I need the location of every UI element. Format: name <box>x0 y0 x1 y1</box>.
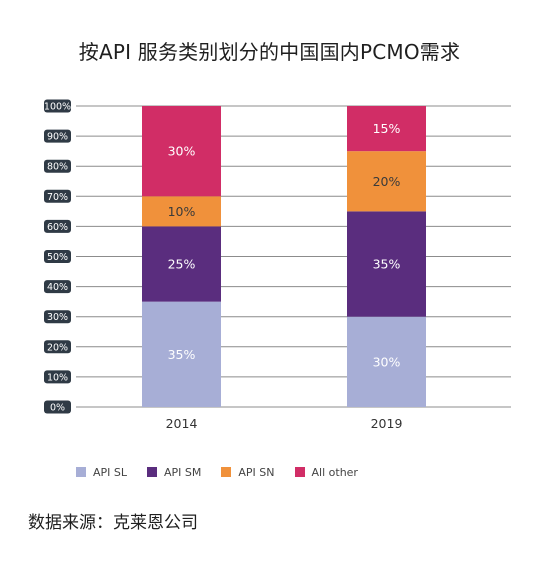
y-tick-label: 10% <box>47 372 68 383</box>
y-tick-label: 100% <box>44 102 71 113</box>
legend-item: API SN <box>221 465 275 479</box>
bar-segment-all-other-2014 <box>142 106 221 197</box>
bar-data-label: 30% <box>373 354 401 369</box>
y-tick-badge <box>44 159 71 173</box>
legend-swatch <box>294 467 305 477</box>
y-tick-label: 30% <box>47 312 68 323</box>
legend-swatch <box>221 467 232 477</box>
y-tick-label: 60% <box>47 222 68 233</box>
legend-label: API SL <box>93 465 128 479</box>
y-tick-label: 80% <box>47 162 68 173</box>
y-tick-badge <box>44 99 71 113</box>
y-tick-badge <box>44 219 71 233</box>
bar-data-label: 35% <box>373 257 401 272</box>
y-tick-badge <box>44 280 71 294</box>
bar-segment-api-sl-2019 <box>347 316 426 407</box>
legend-label: API SN <box>238 465 275 479</box>
chart-legend: API SL API SM API SN All other <box>76 462 378 482</box>
chart-title: 按API 服务类别划分的中国国内PCMO需求 <box>78 40 461 64</box>
bar-data-label: 15% <box>373 121 401 136</box>
legend-label: All other <box>311 465 358 479</box>
y-tick-badge <box>44 129 71 143</box>
source-note: 数据来源：克莱恩公司 <box>28 513 198 533</box>
legend-label: API SM <box>164 465 202 479</box>
y-tick-label: 90% <box>47 132 68 143</box>
bar-data-label: 30% <box>168 144 196 159</box>
bar-data-label: 10% <box>168 204 196 219</box>
bar-segment-api-sm-2014 <box>142 226 221 302</box>
y-tick-label: 40% <box>47 282 68 293</box>
legend-item: API SL <box>76 466 127 479</box>
bar-segment-api-sl-2014 <box>142 301 221 407</box>
y-tick-label: 70% <box>47 192 68 203</box>
bar-data-label: 25% <box>168 257 196 272</box>
y-tick-label: 50% <box>47 252 68 263</box>
y-tick-badge <box>44 370 71 384</box>
legend-item: API SM <box>147 466 201 479</box>
y-tick-label: 20% <box>47 342 68 353</box>
y-tick-badge <box>44 310 71 324</box>
y-tick-badge <box>44 400 71 414</box>
bar-segment-all-other-2019 <box>347 106 426 152</box>
legend-swatch <box>76 467 86 477</box>
y-tick-badge <box>44 189 71 203</box>
y-tick-badge <box>44 340 71 354</box>
x-tick-label: 2014 <box>166 416 198 431</box>
legend-swatch <box>147 467 158 477</box>
legend-item: All other <box>294 465 358 479</box>
bar-segment-api-sn-2014 <box>142 196 221 227</box>
x-tick-label: 2019 <box>371 416 403 431</box>
y-tick-label: 0% <box>50 403 65 414</box>
bar-segment-api-sn-2019 <box>347 151 426 212</box>
bar-data-label: 35% <box>168 347 196 362</box>
y-tick-badge <box>44 250 71 263</box>
bar-segment-api-sm-2019 <box>347 211 426 317</box>
bar-data-label: 20% <box>373 174 401 189</box>
